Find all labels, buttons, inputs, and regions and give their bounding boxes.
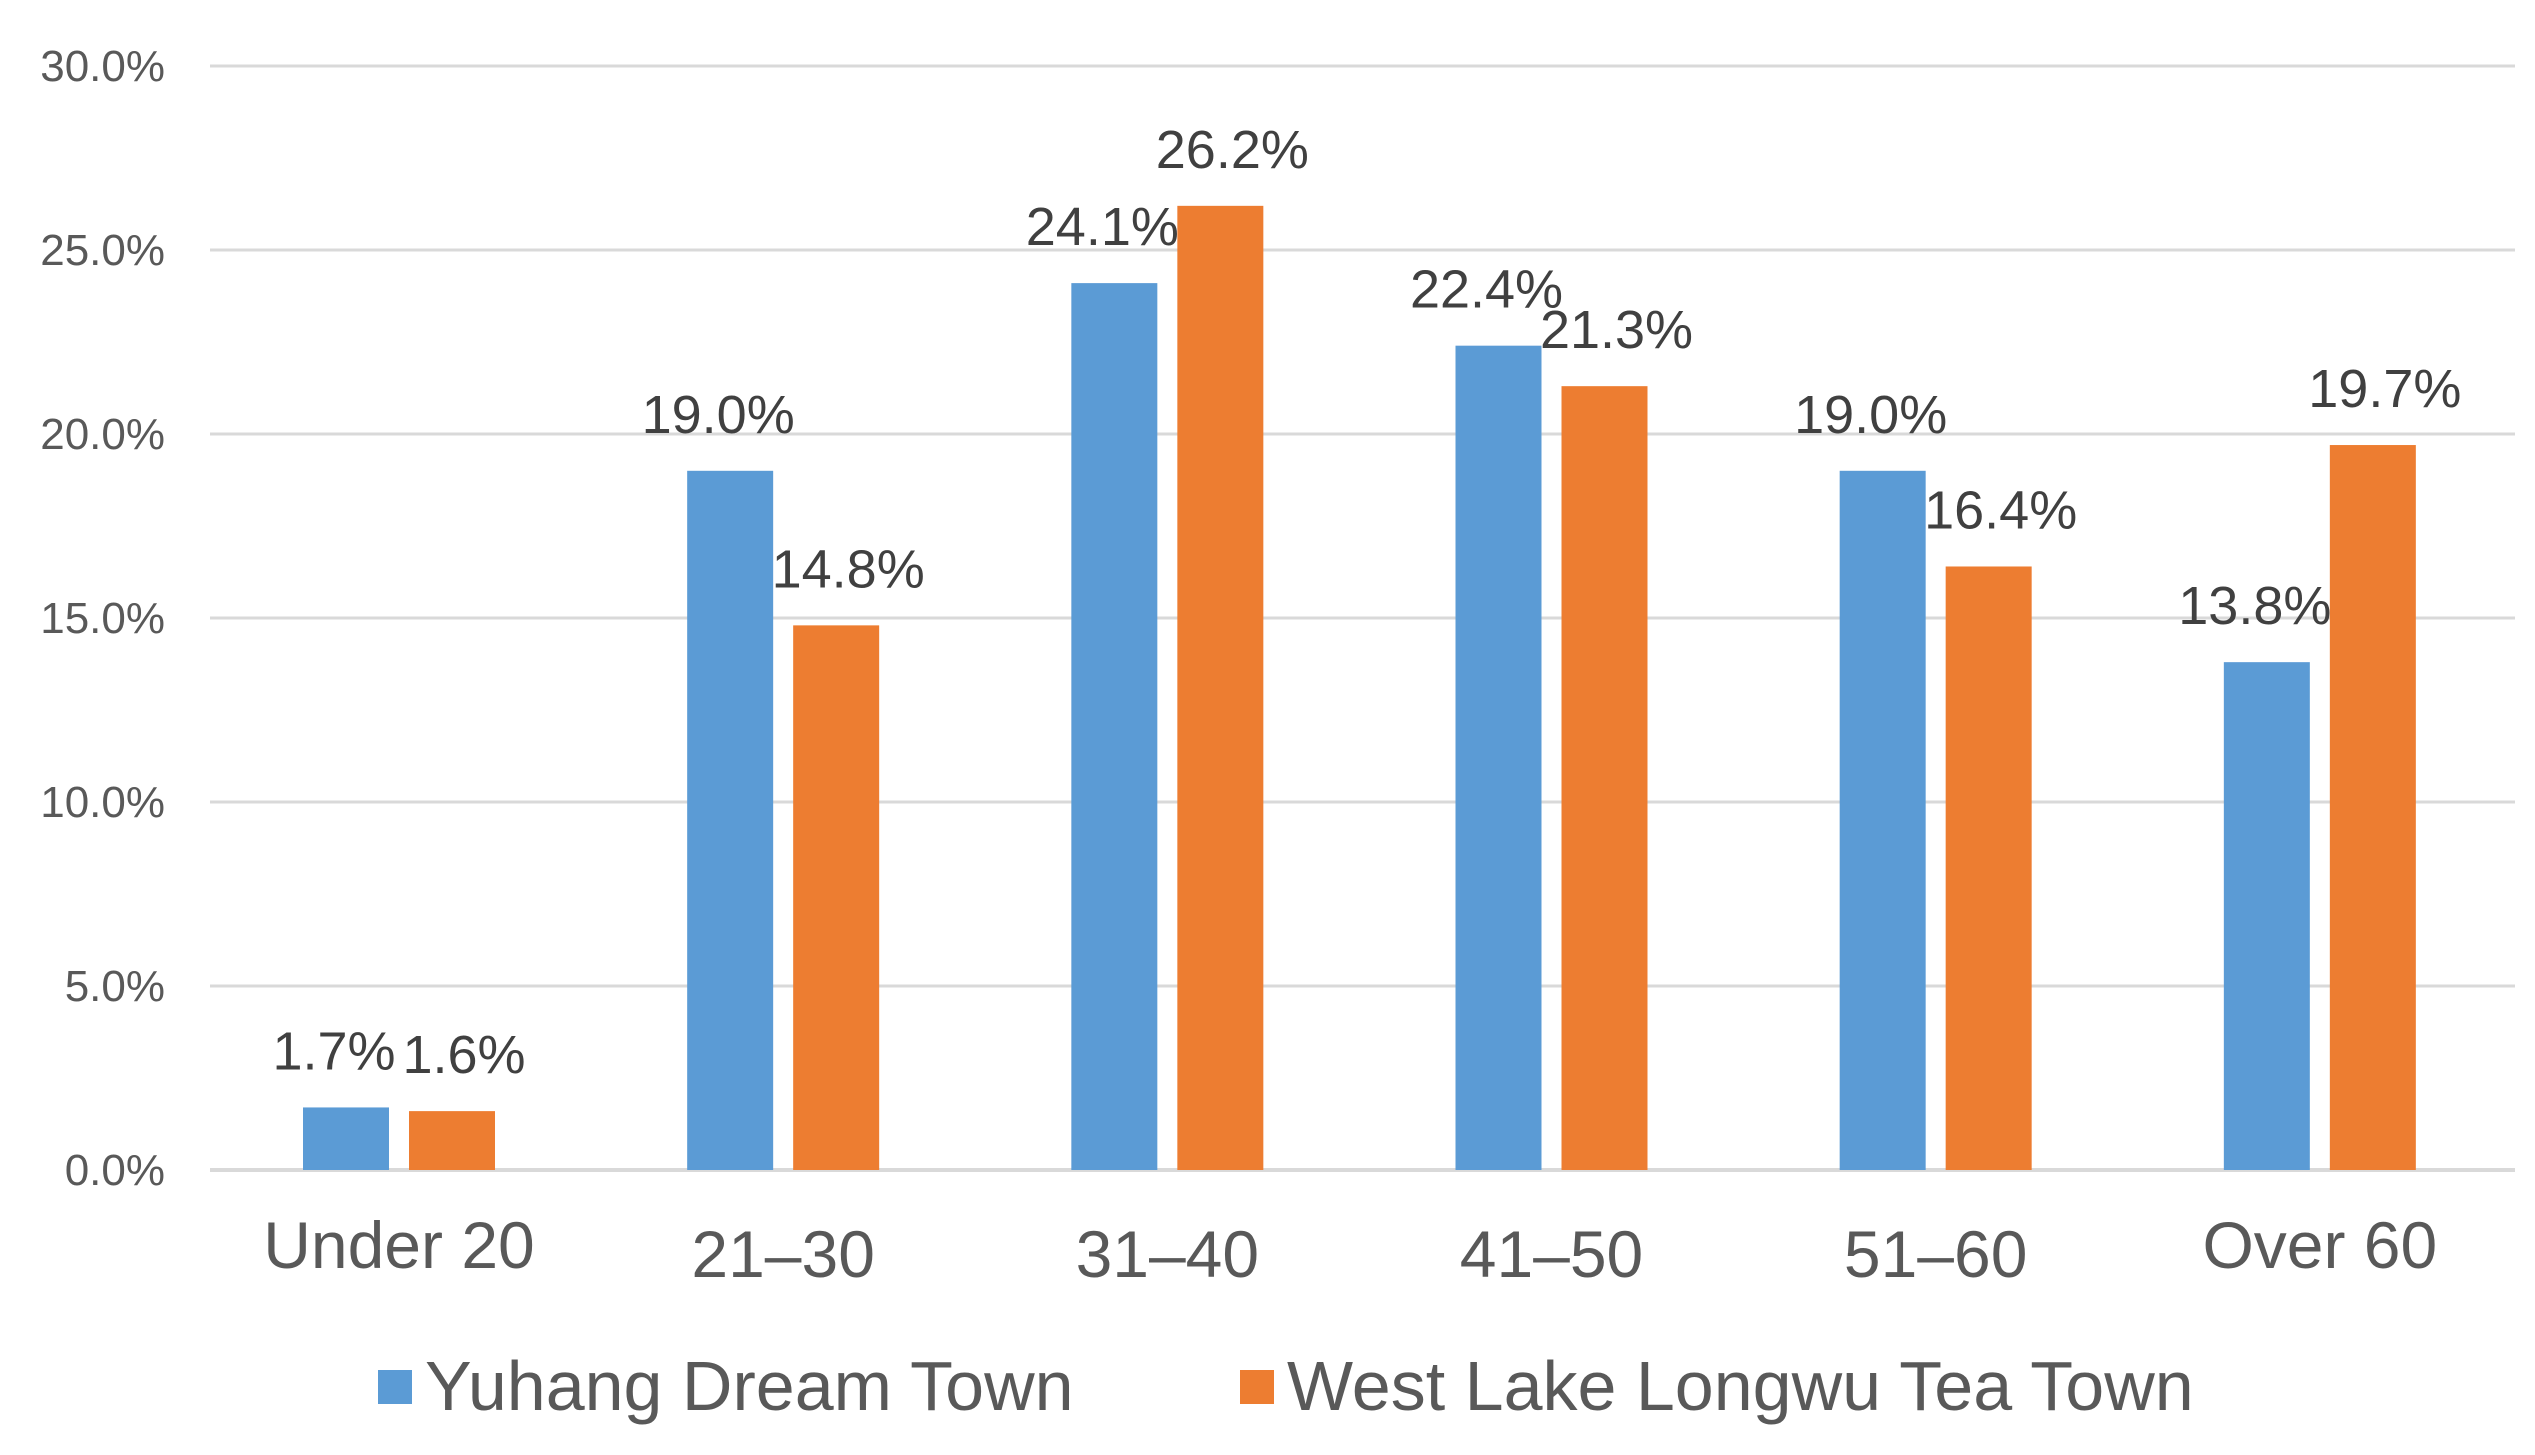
data-label: 1.6%	[402, 1025, 525, 1085]
y-tick-label: 0.0%	[65, 1146, 165, 1195]
bar	[1455, 345, 1542, 1170]
y-tick-label: 5.0%	[65, 962, 165, 1011]
bar	[303, 1107, 389, 1170]
bar	[2223, 662, 2310, 1170]
y-axis-tick-labels: 0.0% 5.0% 10.0% 15.0% 20.0% 25.0% 30.0%	[40, 42, 165, 1195]
category-label: 51–60	[1844, 1217, 2028, 1291]
data-labels: 1.7% 1.6% 19.0% 14.8% 24.1% 26.2% 22.4%21.3% 19…	[272, 120, 2461, 1085]
legend-swatch	[378, 1370, 412, 1404]
data-label: 14.8%	[772, 539, 925, 599]
data-label: 1.7%	[272, 1021, 395, 1081]
data-label: 24.1%	[1026, 197, 1179, 257]
data-label: 13.8%	[2178, 576, 2331, 636]
data-label: 19.7%	[2308, 359, 2461, 419]
category-label: Over 60	[2202, 1208, 2437, 1282]
legend-swatch	[1240, 1370, 1274, 1404]
data-label: 26.2%	[1156, 120, 1309, 180]
bar	[793, 625, 880, 1170]
y-tick-label: 20.0%	[40, 410, 165, 459]
legend: Yuhang Dream Town West Lake Longwu Tea To…	[378, 1347, 2194, 1425]
category-label: 21–30	[691, 1217, 875, 1291]
data-label: 19.0%	[1794, 385, 1947, 445]
y-tick-label: 30.0%	[40, 42, 165, 91]
bar	[1071, 283, 1158, 1170]
bar	[409, 1111, 495, 1170]
bar	[687, 470, 774, 1170]
gridlines	[210, 64, 2515, 1172]
y-tick-label: 10.0%	[40, 778, 165, 827]
bar	[2329, 445, 2416, 1170]
data-label: 19.0%	[642, 385, 795, 445]
y-tick-label: 25.0%	[40, 226, 165, 275]
bar	[1561, 386, 1648, 1170]
category-label: 31–40	[1076, 1217, 1260, 1291]
category-label: Under 20	[263, 1208, 535, 1282]
data-label: 16.4%	[1924, 480, 2077, 540]
category-label: 41–50	[1460, 1217, 1644, 1291]
bar	[1945, 566, 2032, 1170]
bars	[303, 205, 2416, 1171]
legend-label: Yuhang Dream Town	[425, 1347, 1074, 1425]
y-tick-label: 15.0%	[40, 594, 165, 643]
data-label: 22.4%	[1410, 260, 1563, 320]
x-axis-category-labels: Under 20 21–30 31–40 41–50 51–60 Over 60	[263, 1208, 2437, 1291]
data-label: 21.3%	[1540, 300, 1693, 360]
bar	[1839, 470, 1926, 1170]
bar	[1177, 205, 1264, 1171]
legend-label: West Lake Longwu Tea Town	[1287, 1347, 2194, 1425]
